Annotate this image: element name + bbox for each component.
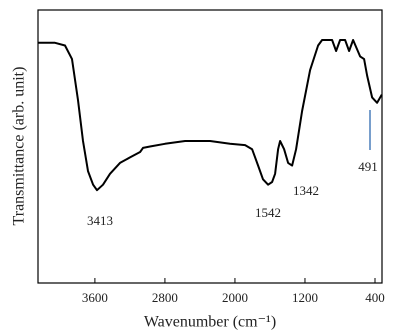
plot-frame bbox=[37, 9, 383, 284]
x-tick-label: 1200 bbox=[292, 290, 318, 305]
x-tick-label: 400 bbox=[365, 290, 385, 305]
x-tick-label: 2800 bbox=[152, 290, 178, 305]
peak-label: 491 bbox=[358, 159, 378, 174]
x-tick-label: 2000 bbox=[222, 290, 248, 305]
peak-label: 1342 bbox=[293, 183, 319, 198]
x-axis-label: Wavenumber (cm⁻¹) bbox=[144, 314, 276, 331]
spectrum-line bbox=[38, 39, 383, 192]
y-axis-label: Transmittance (arb. unit) bbox=[11, 67, 28, 226]
x-tick-label: 3600 bbox=[82, 290, 108, 305]
peak-label: 1542 bbox=[255, 205, 281, 220]
peak-label: 3413 bbox=[87, 213, 113, 228]
